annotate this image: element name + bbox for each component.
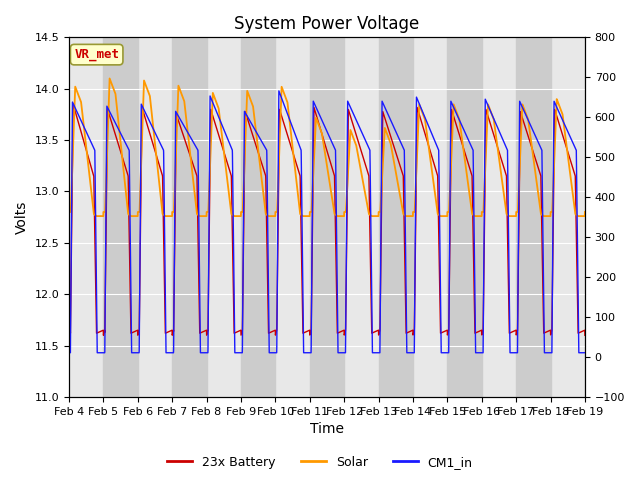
Line: Solar: Solar bbox=[69, 78, 585, 216]
CM1_in bbox=[531, 132, 539, 138]
Solar bbox=[93, 213, 100, 219]
Bar bbox=[516, 37, 550, 397]
23x Battery bbox=[554, 116, 561, 122]
X-axis label: Time: Time bbox=[310, 422, 344, 436]
Line: CM1_in: CM1_in bbox=[69, 91, 585, 353]
Bar bbox=[310, 37, 344, 397]
Text: VR_met: VR_met bbox=[74, 48, 119, 61]
Solar bbox=[554, 99, 561, 105]
CM1_in bbox=[263, 147, 271, 153]
CM1_in bbox=[534, 137, 541, 143]
Solar bbox=[534, 186, 541, 192]
Solar bbox=[581, 209, 589, 215]
23x Battery bbox=[69, 101, 77, 107]
Solar bbox=[263, 212, 271, 218]
23x Battery bbox=[581, 332, 589, 338]
Bar bbox=[241, 37, 275, 397]
Solar bbox=[388, 148, 396, 154]
Y-axis label: Volts: Volts bbox=[15, 201, 29, 234]
Bar bbox=[378, 37, 413, 397]
Bar bbox=[104, 37, 138, 397]
23x Battery bbox=[531, 155, 539, 160]
23x Battery bbox=[65, 332, 73, 338]
Solar bbox=[127, 213, 135, 219]
Bar bbox=[447, 37, 482, 397]
Title: System Power Voltage: System Power Voltage bbox=[234, 15, 420, 33]
Line: 23x Battery: 23x Battery bbox=[69, 104, 585, 335]
23x Battery bbox=[263, 228, 271, 234]
23x Battery bbox=[127, 324, 134, 330]
Solar bbox=[106, 75, 113, 81]
Solar bbox=[531, 168, 539, 173]
Bar bbox=[172, 37, 207, 397]
CM1_in bbox=[581, 350, 589, 356]
Solar bbox=[65, 209, 73, 215]
CM1_in bbox=[388, 120, 396, 126]
CM1_in bbox=[275, 88, 283, 94]
CM1_in bbox=[554, 106, 561, 112]
23x Battery bbox=[388, 137, 396, 143]
CM1_in bbox=[127, 274, 134, 280]
23x Battery bbox=[534, 162, 541, 168]
Legend: 23x Battery, Solar, CM1_in: 23x Battery, Solar, CM1_in bbox=[163, 451, 477, 474]
CM1_in bbox=[65, 350, 73, 356]
